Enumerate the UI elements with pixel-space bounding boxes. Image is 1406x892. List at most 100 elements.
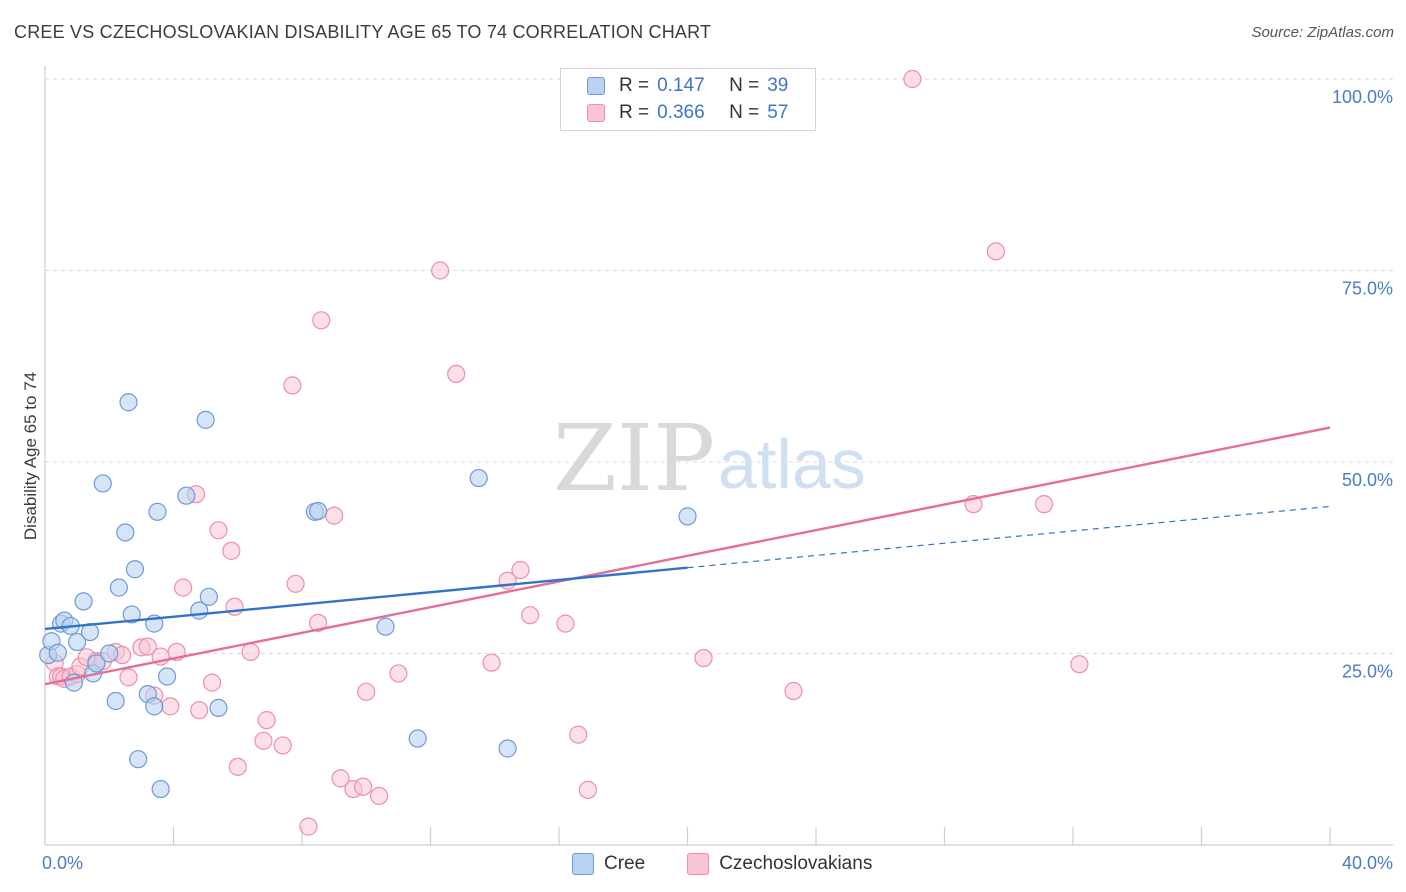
czech-point [308,613,328,632]
czech-point [694,648,713,668]
cree-point [408,729,427,748]
czech-point [228,757,247,776]
czech-point [520,606,540,625]
cree-point [100,644,119,663]
czech-point [447,364,466,384]
cree-point [109,578,128,597]
axes-layer [44,66,1393,846]
czech-point [357,682,376,701]
czech-legend-swatch [687,853,710,875]
cree-n-value: 39 [767,75,789,96]
czech-point [578,780,598,799]
cree-point [93,474,112,493]
czech-swatch [587,104,605,122]
cree-point [68,632,87,652]
czech-point [986,242,1006,261]
cree-r-value: 0.147 [657,75,705,96]
czech-n-label: N = [729,102,760,123]
czech-point [482,653,501,672]
chart-title: CREE VS CZECHOSLOVAKIAN DISABILITY AGE 6… [14,22,712,42]
czech-point [257,711,276,730]
czech-point [190,701,209,720]
cree-trend-line [44,566,688,631]
czech-point [325,506,344,525]
cree-r-label: R = [619,75,650,96]
czech-legend-label: Czechoslovakians [719,853,873,874]
y-tick-label: 50.0% [1342,470,1393,490]
czech-point [569,725,588,744]
cree-point [129,750,148,769]
czech-point [353,777,373,796]
cree-point [196,410,215,429]
czech-point [331,769,350,788]
czech-point [273,736,292,755]
czech-point [370,786,389,806]
cree-point [151,779,170,799]
cree-point [498,739,517,758]
cree-point [87,654,106,673]
czech-point [138,637,157,656]
czech-point [119,668,138,687]
x-tick-label-min: 0.0% [42,853,83,873]
cree-n-label: N = [729,75,760,96]
cree-point [469,468,488,488]
czech-point [299,817,318,836]
czech-point [283,376,302,395]
czech-point [784,681,803,701]
watermark: ZIP atlas [553,405,866,512]
czech-point [556,614,575,633]
czech-point [312,311,331,330]
source-label: Source: ZipAtlas.com [1251,24,1394,41]
series-legend: Cree Czechoslovakians [572,852,872,876]
cree-swatch [587,77,605,95]
cree-points [39,393,697,799]
legend-row-cree: R = 0.147 N = 39 [587,73,788,99]
cree-point [177,486,196,505]
y-tick-label: 25.0% [1342,662,1393,682]
cree-trend-extension [687,505,1331,569]
watermark-atlas: atlas [718,425,866,503]
y-tick-label: 75.0% [1342,279,1393,299]
y-axis-label: Disability Age 65 to 74 [21,372,40,540]
czech-point [241,642,260,662]
czech-point [431,261,450,280]
stats-legend: R = 0.147 N = 39 R = 0.366 N = 57 [560,68,816,131]
czech-r-value: 0.366 [657,102,705,123]
czech-point [389,664,408,683]
czech-point [161,697,180,716]
cree-point [148,502,167,521]
cree-point [125,560,145,579]
czech-point [286,574,305,593]
cree-point [106,691,125,711]
grid-layer [45,78,1393,654]
cree-legend-label: Cree [604,853,646,874]
cree-point [678,507,697,526]
cree-point [145,697,164,716]
czech-trend-line [44,426,1331,686]
cree-point [308,501,328,521]
tick-labels: 25.0% 50.0% 75.0% 100.0% 0.0% 40.0% [42,87,1393,873]
czech-point [903,69,922,89]
czech-point [174,578,193,597]
x-tick-label-max: 40.0% [1342,853,1393,873]
cree-point [119,393,138,412]
legend-row-czech: R = 0.366 N = 57 [587,100,788,126]
czech-point [1070,655,1089,674]
czech-point [202,673,222,692]
cree-point [199,587,218,606]
czech-point [511,560,530,580]
cree-point [209,698,228,717]
cree-point [122,605,141,624]
cree-point [48,643,67,662]
czech-point [209,521,228,540]
cree-point [376,617,395,636]
czech-n-value: 57 [767,102,789,123]
czech-point [254,731,273,750]
trend-lines [44,426,1331,686]
watermark-zip: ZIP [553,405,715,512]
y-tick-label: 100.0% [1332,87,1393,107]
czech-point [222,541,241,560]
cree-legend-swatch [572,853,594,875]
czech-point [1034,495,1054,514]
